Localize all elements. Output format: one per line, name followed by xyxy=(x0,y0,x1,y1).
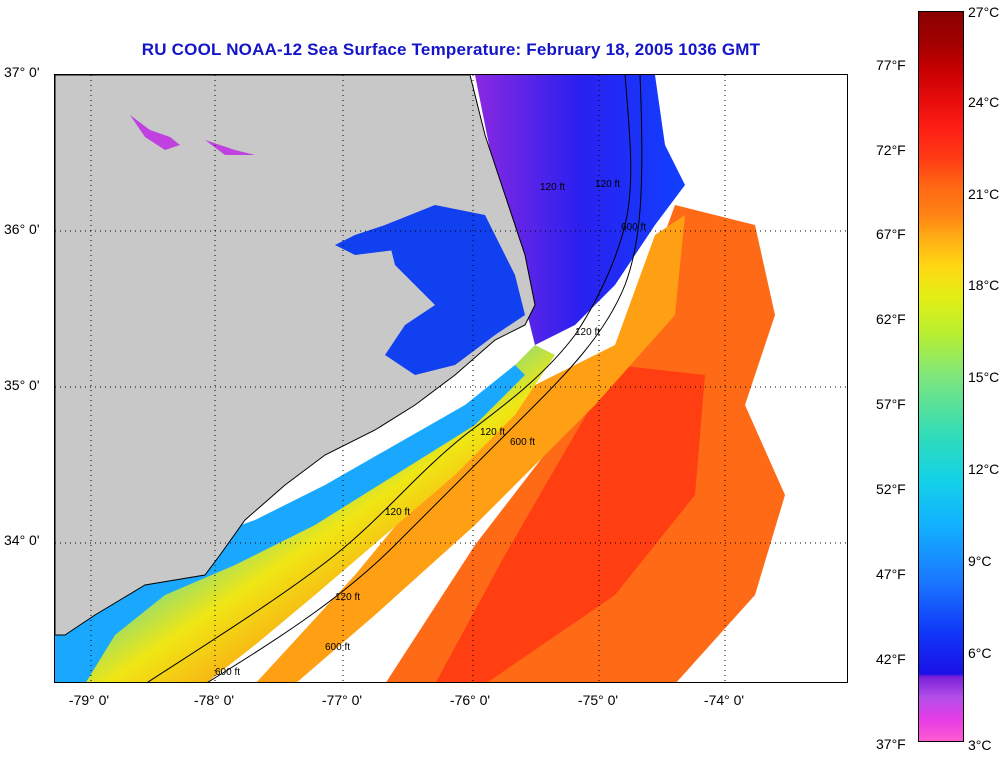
lat-label: 35° 0' xyxy=(4,377,40,393)
fahrenheit-label: 42°F xyxy=(876,651,906,667)
celsius-label: 6°C xyxy=(968,645,992,661)
contour-label: 600 ft xyxy=(325,642,350,653)
fahrenheit-label: 72°F xyxy=(876,142,906,158)
lon-label: -79° 0' xyxy=(68,692,110,708)
fahrenheit-label: 77°F xyxy=(876,57,906,73)
fahrenheit-label: 57°F xyxy=(876,396,906,412)
pamlico-sound xyxy=(385,205,525,375)
sst-map-canvas: 120 ft 600 ft 120 ft 120 ft 600 ft 120 f… xyxy=(55,75,847,682)
contour-label: 600 ft xyxy=(510,437,535,448)
fahrenheit-label: 67°F xyxy=(876,226,906,242)
temperature-colorbar xyxy=(918,11,964,742)
lon-label: -74° 0' xyxy=(703,692,745,708)
rivers xyxy=(130,115,255,155)
contour-600ft xyxy=(207,75,643,682)
celsius-label: 18°C xyxy=(968,277,1000,293)
celsius-label: 9°C xyxy=(968,553,992,569)
fahrenheit-label: 37°F xyxy=(876,736,906,752)
lat-label: 36° 0' xyxy=(4,221,40,237)
celsius-label: 21°C xyxy=(968,186,1000,202)
celsius-label: 3°C xyxy=(968,737,992,753)
contour-label: 120 ft xyxy=(595,179,620,190)
coastal-cool-water xyxy=(55,365,525,682)
celsius-label: 27°C xyxy=(968,4,1000,20)
sst-map[interactable]: 120 ft 600 ft 120 ft 120 ft 600 ft 120 f… xyxy=(54,74,848,683)
lon-label: -75° 0' xyxy=(577,692,619,708)
lon-label: -77° 0' xyxy=(321,692,363,708)
contour-label: 120 ft xyxy=(335,592,360,603)
contour-label: 120 ft xyxy=(540,182,565,193)
lon-label: -78° 0' xyxy=(193,692,235,708)
fahrenheit-label: 47°F xyxy=(876,566,906,582)
contour-label: 600 ft xyxy=(215,667,240,678)
contour-label: 120 ft xyxy=(480,427,505,438)
chart-title: RU COOL NOAA-12 Sea Surface Temperature:… xyxy=(141,40,761,59)
lat-label: 34° 0' xyxy=(4,532,40,548)
albemarle-sound xyxy=(335,225,425,255)
celsius-label: 12°C xyxy=(968,461,1000,477)
contour-label: 120 ft xyxy=(575,327,600,338)
fahrenheit-label: 52°F xyxy=(876,481,906,497)
fahrenheit-label: 62°F xyxy=(876,311,906,327)
celsius-label: 15°C xyxy=(968,369,1000,385)
warm-core-water xyxy=(436,365,705,682)
celsius-label: 24°C xyxy=(968,94,1000,110)
contour-label: 600 ft xyxy=(621,222,646,233)
contour-label: 120 ft xyxy=(385,507,410,518)
contour-120ft xyxy=(147,75,632,682)
lat-label: 37° 0' xyxy=(4,64,40,80)
lon-label: -76° 0' xyxy=(449,692,491,708)
